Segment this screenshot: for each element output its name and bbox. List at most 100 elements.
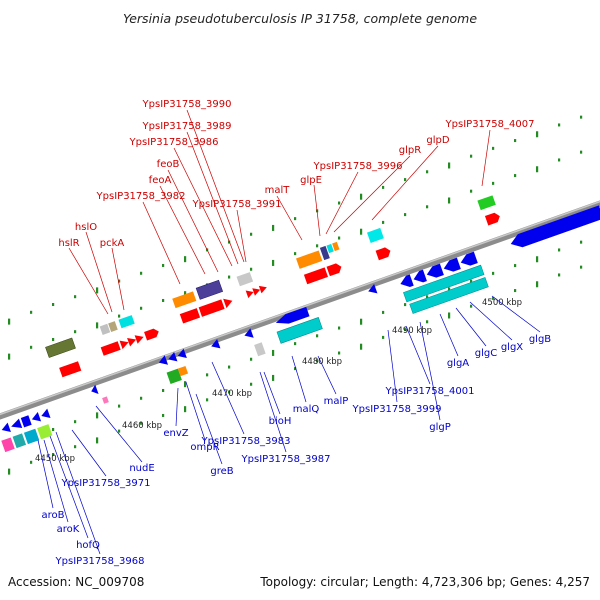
track-dot [162,263,165,267]
track-dot [580,240,583,244]
track-dot [162,298,165,302]
scale-labels: 4450 kbp 4460 kbp 4470 kbp 4480 kbp 4490… [35,298,522,464]
forward-gene-labels: YpsIP31758_3990 YpsIP31758_3989 YpsIP317… [58,99,534,315]
track-dot [228,240,231,244]
track-dot [338,201,341,205]
track-dot [250,382,253,386]
track-dot [470,279,473,283]
genome-summary-text: Topology: circular; Length: 4,723,306 bp… [259,575,590,589]
track-dot [558,273,561,277]
gene-box [20,415,32,428]
gene-box [198,299,225,317]
gene-arrow [31,411,42,422]
track-dot [272,224,275,231]
gene-box [276,317,323,344]
gene-label: malT [265,185,291,196]
gene-label: YpsIP31758_3991 [192,199,282,210]
kbp-label: 4480 kbp [302,357,342,367]
track-dot [228,390,231,394]
track-dot [360,343,363,350]
track-dot [8,353,11,360]
gene-box [326,243,334,254]
track-dot [316,244,319,248]
track-dot [96,322,99,329]
gene-box [254,342,266,357]
track-dot [514,289,517,293]
track-dot [294,217,297,221]
gene-label: YpsIP31758_3968 [55,556,145,567]
gene-box [409,277,489,314]
track-dot [8,318,11,325]
gene-label: glgB [529,334,551,345]
track-dot [382,310,385,314]
gene-box [99,323,111,335]
gene-label: feoA [149,175,172,186]
track-dot [206,398,209,402]
track-dot [492,146,495,150]
gene-arrow [91,384,99,395]
track-dot [448,312,451,319]
track-dot [228,365,231,369]
gene-label: nudE [129,463,154,474]
track-dot [404,328,407,332]
track-dot [360,193,363,200]
gene-box [12,433,27,449]
gene-label: YpsIP31758_3990 [142,99,232,110]
gene-label: glgA [447,358,469,369]
gene-arrow [413,269,427,283]
gene-label: YpsIP31758_3989 [142,121,232,132]
gene-label: YpsIP31758_3986 [129,137,219,148]
track-dot [96,412,99,419]
track-dot [118,279,121,283]
kbp-label: 4470 kbp [212,389,252,399]
gene-label: glpD [426,135,449,146]
gene-arrow [127,337,137,347]
gene-box [236,272,254,287]
track-dot [250,232,253,236]
gene-box [45,337,76,358]
gene-label: bioH [269,416,292,427]
track-dot [558,123,561,127]
track-dots [8,115,583,475]
track-dot [206,373,209,377]
track-dot [52,338,55,341]
track-dot [404,303,407,307]
gene-label: YpsIP31758_3971 [61,478,151,489]
gene-label: hofQ [76,540,100,551]
track-dot [470,154,473,158]
track-dot [448,197,451,204]
reverse-features [1,205,600,453]
gene-box [59,361,82,378]
track-dot [74,330,77,334]
gene-label: hslO [75,222,97,233]
track-dot [228,275,231,279]
map-title: Yersinia pseudotuberculosis IP 31758, co… [123,11,477,26]
track-dot [360,228,363,235]
track-dot [118,429,121,433]
track-dot [338,351,341,355]
gene-arrow [368,283,378,294]
gene-label: glpR [399,145,421,156]
gene-box [403,264,485,303]
track-dot [52,453,55,456]
track-dot [118,404,121,408]
forward-features [45,195,500,378]
gene-arrow [326,263,342,277]
gene-box [195,279,224,300]
gene-label: malQ [293,404,320,415]
genome-axis-highlight [0,200,600,416]
gene-arrow [177,348,187,359]
gene-label: ompR [190,442,219,453]
gene-arrow [252,288,261,296]
track-dot [140,421,143,425]
track-dot [74,420,77,424]
gene-arrow [223,298,233,309]
gene-label: aroK [57,524,80,535]
gene-arrow [443,257,461,272]
gene-arrow [484,212,500,226]
gene-arrow [11,418,23,429]
track-dot [382,185,385,189]
gene-label: YpsIP31758_3983 [201,436,291,447]
gene-arrow [1,422,11,433]
